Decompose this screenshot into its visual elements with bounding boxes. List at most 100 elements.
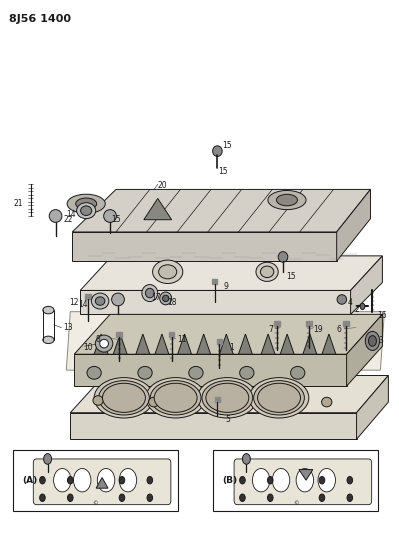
Text: 22: 22 bbox=[63, 215, 73, 224]
Ellipse shape bbox=[147, 477, 152, 484]
Polygon shape bbox=[85, 294, 91, 300]
Polygon shape bbox=[337, 189, 371, 261]
Ellipse shape bbox=[360, 303, 365, 310]
Ellipse shape bbox=[43, 454, 51, 464]
Ellipse shape bbox=[347, 477, 353, 484]
Ellipse shape bbox=[119, 477, 125, 484]
Text: 17: 17 bbox=[151, 293, 161, 302]
Ellipse shape bbox=[94, 377, 154, 418]
Polygon shape bbox=[274, 321, 280, 326]
Ellipse shape bbox=[67, 194, 105, 213]
Polygon shape bbox=[306, 321, 312, 326]
Ellipse shape bbox=[318, 469, 336, 492]
Ellipse shape bbox=[240, 367, 254, 379]
Polygon shape bbox=[357, 375, 388, 439]
Text: 18: 18 bbox=[167, 298, 176, 307]
Text: 14: 14 bbox=[78, 300, 87, 309]
Polygon shape bbox=[212, 279, 217, 284]
Text: (A): (A) bbox=[23, 476, 38, 484]
Polygon shape bbox=[299, 470, 313, 480]
Ellipse shape bbox=[40, 477, 45, 484]
Polygon shape bbox=[113, 334, 127, 354]
Text: 15: 15 bbox=[286, 272, 296, 280]
Ellipse shape bbox=[240, 494, 245, 502]
Bar bbox=[13, 450, 178, 511]
Ellipse shape bbox=[150, 381, 201, 415]
Ellipse shape bbox=[254, 381, 304, 415]
Polygon shape bbox=[117, 332, 122, 337]
Text: 9: 9 bbox=[223, 282, 228, 291]
Text: 15: 15 bbox=[111, 215, 121, 224]
Ellipse shape bbox=[43, 336, 54, 344]
Ellipse shape bbox=[43, 306, 54, 314]
Ellipse shape bbox=[73, 469, 91, 492]
Polygon shape bbox=[96, 478, 108, 488]
Ellipse shape bbox=[268, 190, 306, 209]
Ellipse shape bbox=[267, 494, 273, 502]
Text: 21: 21 bbox=[13, 199, 23, 208]
Ellipse shape bbox=[53, 469, 71, 492]
Polygon shape bbox=[219, 334, 233, 354]
Polygon shape bbox=[74, 314, 382, 354]
Polygon shape bbox=[72, 189, 371, 232]
Polygon shape bbox=[178, 334, 192, 354]
Text: 7: 7 bbox=[268, 325, 273, 334]
Ellipse shape bbox=[249, 377, 309, 418]
Text: 5: 5 bbox=[225, 415, 230, 424]
Ellipse shape bbox=[104, 209, 117, 222]
FancyBboxPatch shape bbox=[33, 459, 171, 505]
Text: ©: © bbox=[293, 501, 299, 506]
Text: 6: 6 bbox=[337, 325, 342, 334]
Polygon shape bbox=[322, 334, 336, 354]
Ellipse shape bbox=[145, 288, 154, 298]
Polygon shape bbox=[239, 334, 253, 354]
Ellipse shape bbox=[152, 260, 183, 284]
Polygon shape bbox=[261, 334, 275, 354]
Ellipse shape bbox=[40, 494, 45, 502]
Ellipse shape bbox=[91, 293, 109, 309]
Text: 19: 19 bbox=[313, 325, 323, 334]
Ellipse shape bbox=[337, 295, 347, 304]
Polygon shape bbox=[215, 397, 220, 401]
Text: 10: 10 bbox=[83, 343, 93, 352]
Polygon shape bbox=[136, 334, 150, 354]
Text: 13: 13 bbox=[63, 323, 72, 332]
Ellipse shape bbox=[93, 395, 103, 405]
Polygon shape bbox=[169, 332, 174, 337]
Ellipse shape bbox=[87, 367, 101, 379]
Ellipse shape bbox=[319, 477, 325, 484]
Ellipse shape bbox=[147, 494, 152, 502]
Ellipse shape bbox=[146, 377, 205, 418]
Ellipse shape bbox=[272, 469, 290, 492]
Ellipse shape bbox=[148, 397, 159, 407]
Ellipse shape bbox=[97, 469, 115, 492]
Ellipse shape bbox=[119, 469, 137, 492]
Ellipse shape bbox=[138, 367, 152, 379]
Polygon shape bbox=[280, 334, 294, 354]
Polygon shape bbox=[197, 334, 211, 354]
Ellipse shape bbox=[277, 195, 298, 206]
Ellipse shape bbox=[347, 494, 353, 502]
Ellipse shape bbox=[256, 262, 278, 281]
Polygon shape bbox=[70, 375, 388, 413]
Text: 8J56 1400: 8J56 1400 bbox=[9, 14, 71, 25]
Text: 15: 15 bbox=[219, 167, 228, 176]
Polygon shape bbox=[155, 334, 169, 354]
Text: 8: 8 bbox=[95, 335, 100, 344]
Ellipse shape bbox=[67, 477, 73, 484]
Ellipse shape bbox=[81, 206, 92, 215]
Ellipse shape bbox=[365, 332, 379, 351]
Polygon shape bbox=[303, 334, 317, 354]
Ellipse shape bbox=[100, 340, 109, 348]
Ellipse shape bbox=[206, 383, 249, 413]
Ellipse shape bbox=[77, 203, 96, 219]
Polygon shape bbox=[351, 256, 382, 314]
Polygon shape bbox=[74, 354, 347, 386]
Polygon shape bbox=[217, 339, 222, 344]
Ellipse shape bbox=[290, 367, 305, 379]
Ellipse shape bbox=[253, 469, 270, 492]
Ellipse shape bbox=[267, 477, 273, 484]
Text: 4: 4 bbox=[348, 298, 352, 307]
Polygon shape bbox=[94, 334, 108, 354]
Polygon shape bbox=[343, 321, 349, 326]
